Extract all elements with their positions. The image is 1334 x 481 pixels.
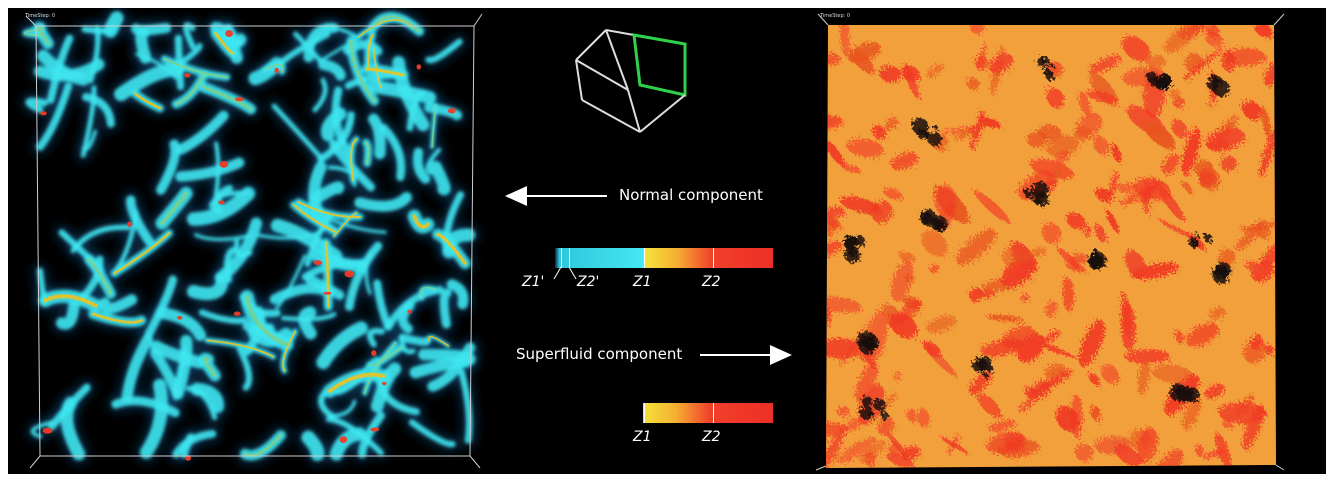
tick-z2: Z2 — [702, 274, 721, 290]
sf-tick-z2: Z2 — [702, 429, 721, 445]
superfluid-component-render: TimeStep: 0 — [806, 8, 1306, 474]
tick-z2-prime: Z2' — [577, 274, 600, 290]
timestep-label: TimeStep: 0 — [25, 13, 56, 19]
timestep-label: TimeStep: 0 — [820, 13, 851, 19]
figure-canvas: TimeStep: 0 Normal component — [8, 8, 1326, 474]
tick-z1-prime: Z1' — [522, 274, 545, 290]
normal-component-render: TimeStep: 0 — [8, 8, 498, 474]
left-bounding-box — [25, 13, 483, 469]
arrow-right-icon — [700, 345, 792, 365]
normal-component-label: Normal component — [619, 186, 763, 204]
arrow-left-icon — [505, 186, 607, 206]
sf-tick-z1: Z1 — [633, 429, 652, 445]
right-bounding-box — [815, 13, 1285, 471]
superfluid-component-label: Superfluid component — [516, 345, 683, 363]
tick-z1: Z1 — [633, 274, 652, 290]
orientation-cube-icon — [575, 29, 687, 133]
